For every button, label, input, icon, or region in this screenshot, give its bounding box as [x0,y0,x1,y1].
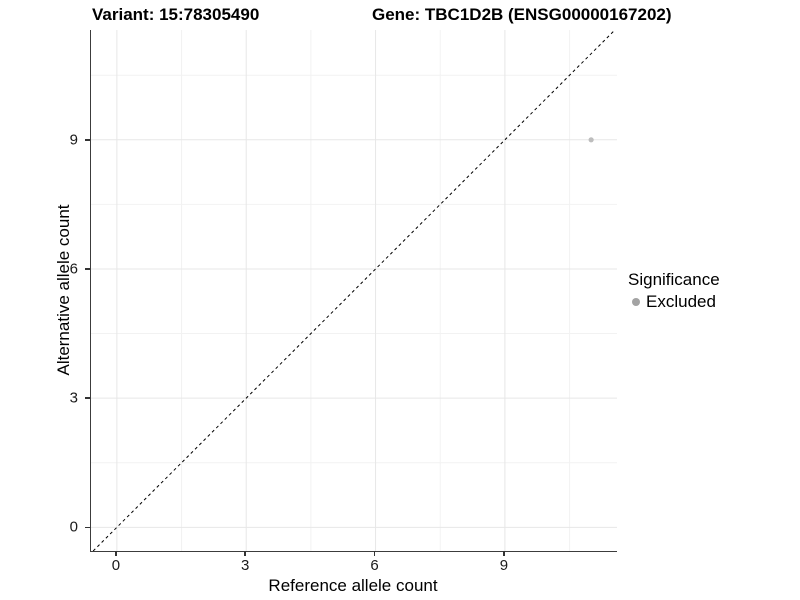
data-point [588,137,594,143]
x-tick-label: 3 [241,557,250,574]
legend-title: Significance [628,270,720,289]
x-tick-mark [373,551,376,556]
y-tick-label: 6 [69,260,78,278]
y-tick-label: 9 [69,131,78,149]
x-tick-label: 9 [499,557,509,574]
legend-key-dot-icon [632,298,640,306]
legend-entry-excluded: Excluded [628,292,720,312]
y-tick-label: 3 [69,389,78,407]
legend-entry-label: Excluded [646,292,716,311]
plot-canvas [91,30,617,551]
y-tick-mark [85,139,90,141]
y-tick-label: 0 [69,518,78,536]
x-tick-mark [115,551,117,556]
y-axis-title: Alternative allele count [54,204,73,376]
y-tick-mark [85,268,90,270]
y-tick-mark [85,397,90,399]
x-axis-title: Reference allele count [268,576,438,595]
x-tick-mark [503,551,505,556]
plot-panel [90,30,617,552]
y-tick-mark [85,526,90,529]
x-tick-label: 0 [111,557,121,574]
x-tick-mark [244,551,246,556]
plot-title-variant: Variant: 15:78305490 [92,5,260,24]
identity-line [92,30,616,551]
plot-title-gene: Gene: TBC1D2B (ENSG00000167202) [372,5,672,24]
legend: Significance Excluded [628,270,720,312]
x-tick-label: 6 [370,557,379,574]
